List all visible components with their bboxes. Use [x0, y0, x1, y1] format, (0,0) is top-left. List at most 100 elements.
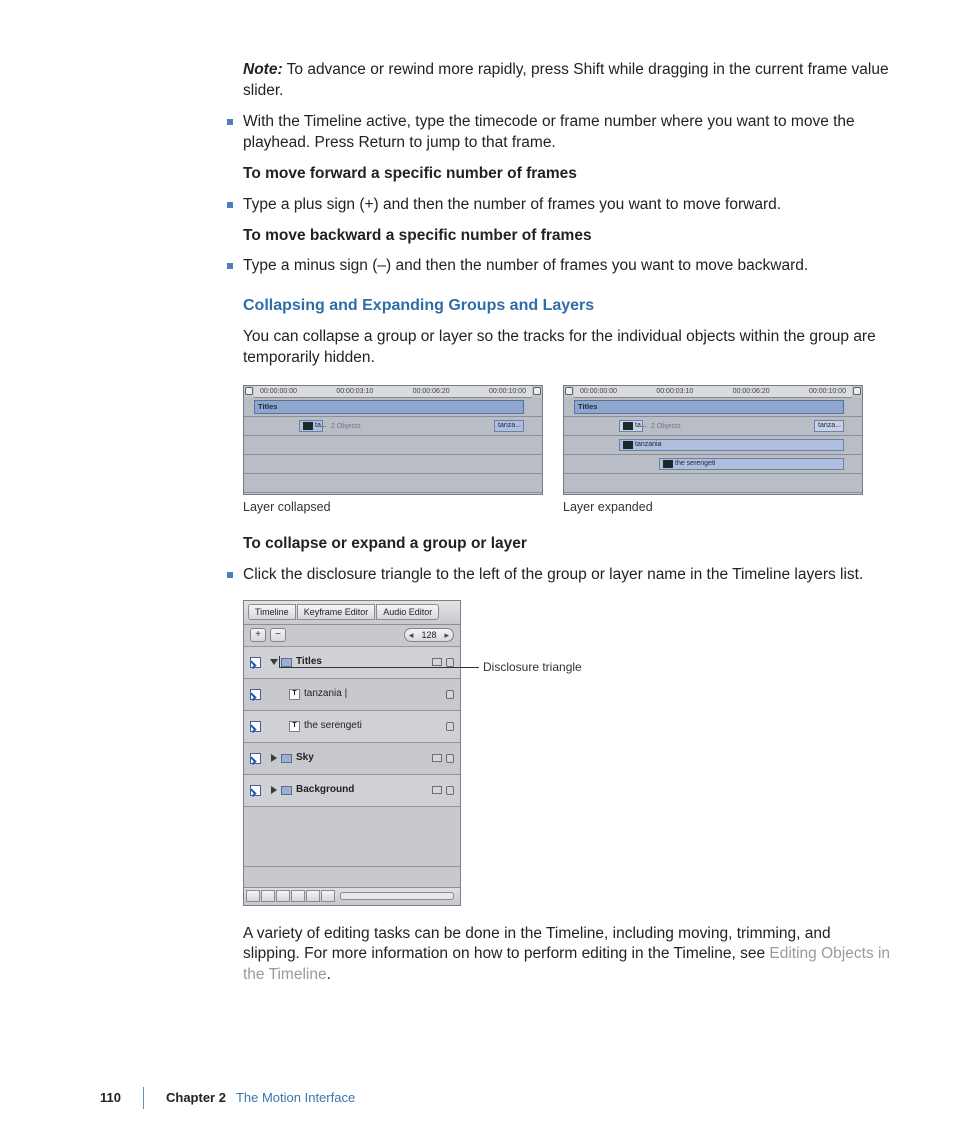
zoom-in-icon[interactable]	[533, 387, 541, 395]
clip-serengeti[interactable]: the serengeti	[659, 458, 844, 470]
page-footer: 110 Chapter 2 The Motion Interface	[100, 1087, 355, 1109]
tool-button[interactable]	[291, 890, 305, 902]
visibility-checkbox[interactable]	[250, 657, 261, 668]
layer-label: Background	[296, 783, 354, 797]
bullet-icon	[227, 202, 233, 208]
remove-button[interactable]: −	[270, 628, 286, 642]
bullet-icon	[227, 572, 233, 578]
track-group[interactable]: Titles	[564, 398, 862, 417]
layer-row-empty	[244, 807, 460, 867]
visibility-checkbox[interactable]	[250, 689, 261, 700]
timecode: 00:00:10:00	[489, 387, 526, 396]
time-ruler[interactable]: 00:00:00:00 00:00:03:10 00:00:06:20 00:0…	[254, 386, 532, 398]
caption-expanded: Layer expanded	[563, 499, 863, 516]
timecode: 00:00:03:10	[656, 387, 693, 396]
clip-short[interactable]: ta...	[299, 420, 323, 432]
tab-timeline[interactable]: Timeline	[248, 604, 296, 620]
chevron-left-icon[interactable]: ◂	[405, 629, 418, 641]
bullet-text: Click the disclosure triangle to the lef…	[243, 565, 863, 586]
layers-panel: Timeline Keyframe Editor Audio Editor + …	[243, 600, 461, 906]
clip-label: ta...	[315, 421, 327, 430]
zoom-slider[interactable]	[340, 892, 454, 900]
tab-keyframe-editor[interactable]: Keyframe Editor	[297, 604, 376, 620]
bullet-text: Type a minus sign (–) and then the numbe…	[243, 256, 808, 277]
track-empty	[244, 436, 542, 455]
callout-line	[279, 667, 479, 668]
page-number: 110	[100, 1089, 121, 1107]
lock-icon[interactable]	[446, 722, 454, 731]
tool-button[interactable]	[306, 890, 320, 902]
clip-thumb-icon	[663, 460, 673, 468]
tool-button[interactable]	[261, 890, 275, 902]
layer-row-serengeti[interactable]: T the serengeti	[244, 711, 460, 743]
heading-collapse-expand: To collapse or expand a group or layer	[243, 534, 891, 555]
lock-icon[interactable]	[446, 786, 454, 795]
layer-row-tanzania[interactable]: T tanzania |	[244, 679, 460, 711]
layer-row-background[interactable]: Background	[244, 775, 460, 807]
group-icon	[281, 786, 292, 795]
bullet-text: With the Timeline active, type the timec…	[243, 112, 891, 154]
caption-collapsed: Layer collapsed	[243, 499, 543, 516]
visibility-checkbox[interactable]	[250, 753, 261, 764]
timecode: 00:00:00:00	[580, 387, 617, 396]
panel-bottom-bar	[244, 887, 460, 905]
closing-paragraph: A variety of editing tasks can be done i…	[243, 924, 891, 987]
zoom-in-icon[interactable]	[853, 387, 861, 395]
disclosure-triangle-icon[interactable]	[270, 659, 278, 665]
zoom-out-icon[interactable]	[565, 387, 573, 395]
text-icon: T	[289, 721, 300, 732]
bullet-plus: Type a plus sign (+) and then the number…	[243, 195, 891, 216]
callout-line	[279, 656, 280, 667]
track-clip1[interactable]: tanzania	[564, 436, 862, 455]
time-ruler[interactable]: 00:00:00:00 00:00:03:10 00:00:06:20 00:0…	[574, 386, 852, 398]
track-group[interactable]: Titles	[244, 398, 542, 417]
track-clips[interactable]: ta... 2 Objects tanza...	[244, 417, 542, 436]
panel-tabs: Timeline Keyframe Editor Audio Editor	[244, 601, 460, 625]
lock-icon[interactable]	[446, 658, 454, 667]
bullet-minus: Type a minus sign (–) and then the numbe…	[243, 256, 891, 277]
timecode: 00:00:06:20	[733, 387, 770, 396]
visibility-checkbox[interactable]	[250, 721, 261, 732]
preview-icon[interactable]	[432, 754, 442, 762]
clip-tanzania[interactable]: tanzania	[619, 439, 844, 451]
timecode: 00:00:10:00	[809, 387, 846, 396]
clip-thumb-icon	[303, 422, 313, 430]
track-row2[interactable]: ta... 2 Objects tanza...	[564, 417, 862, 436]
group-label: Titles	[578, 402, 597, 412]
section-collapsing: Collapsing and Expanding Groups and Laye…	[243, 295, 891, 317]
tool-button[interactable]	[246, 890, 260, 902]
bullet-disclosure: Click the disclosure triangle to the lef…	[243, 565, 891, 586]
preview-icon[interactable]	[432, 658, 442, 666]
layer-label: the serengeti	[304, 719, 362, 733]
tool-button[interactable]	[276, 890, 290, 902]
layer-row-sky[interactable]: Sky	[244, 743, 460, 775]
disclosure-triangle-icon[interactable]	[271, 754, 277, 762]
group-icon	[281, 754, 292, 763]
lock-icon[interactable]	[446, 690, 454, 699]
lock-icon[interactable]	[446, 754, 454, 763]
layer-label: tanzania |	[304, 687, 347, 701]
visibility-checkbox[interactable]	[250, 785, 261, 796]
clip-end[interactable]: tanza...	[814, 420, 844, 432]
track-clip2[interactable]: the serengeti	[564, 455, 862, 474]
group-bar-titles[interactable]: Titles	[254, 400, 524, 414]
layer-row-titles[interactable]: Titles	[244, 647, 460, 679]
clip-short[interactable]: ta...	[619, 420, 643, 432]
timecode: 00:00:03:10	[336, 387, 373, 396]
bullet-icon	[227, 263, 233, 269]
group-label: Titles	[258, 402, 277, 412]
zoom-out-icon[interactable]	[245, 387, 253, 395]
clip-end[interactable]: tanza...	[494, 420, 524, 432]
add-button[interactable]: +	[250, 628, 266, 642]
disclosure-triangle-icon[interactable]	[271, 786, 277, 794]
tool-button[interactable]	[321, 890, 335, 902]
heading-move-backward: To move backward a specific number of fr…	[243, 226, 891, 247]
text-icon: T	[289, 689, 300, 700]
preview-icon[interactable]	[432, 786, 442, 794]
frame-stepper[interactable]: ◂ 128 ▸	[404, 628, 454, 642]
group-bar-titles[interactable]: Titles	[574, 400, 844, 414]
objects-subtext: 2 Objects	[651, 422, 681, 431]
chapter-label: Chapter 2	[166, 1089, 226, 1107]
tab-audio-editor[interactable]: Audio Editor	[376, 604, 439, 620]
chevron-right-icon[interactable]: ▸	[440, 629, 453, 641]
